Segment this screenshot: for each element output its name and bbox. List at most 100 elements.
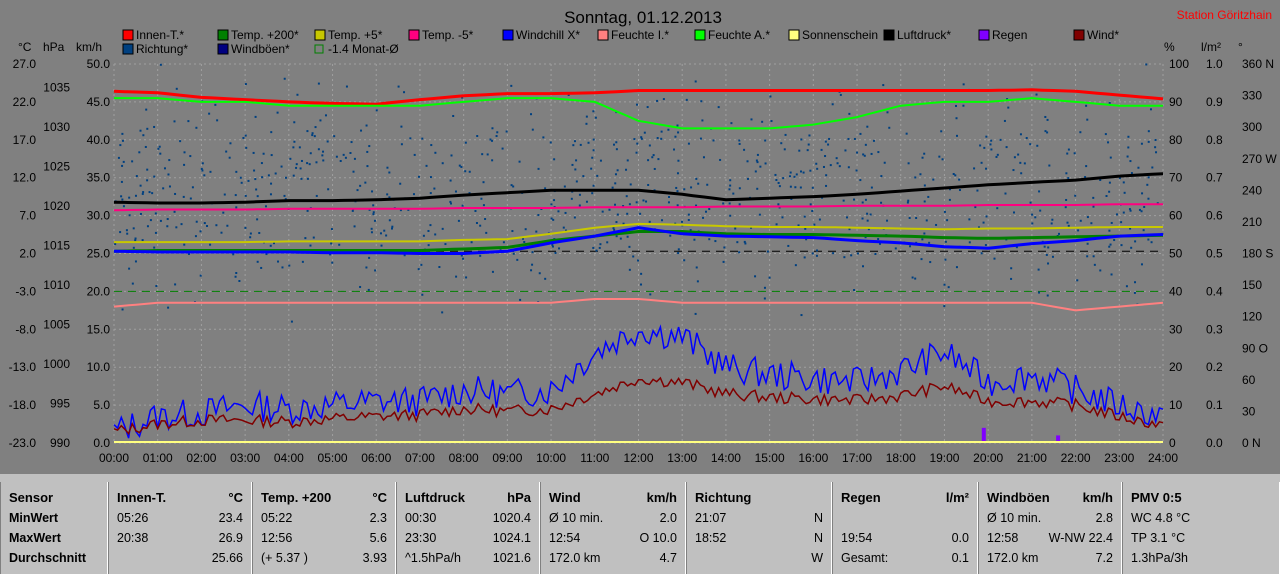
temp_c-tick-label: 27.0 xyxy=(13,57,37,71)
direction-point xyxy=(625,168,628,171)
direction-point xyxy=(496,131,499,134)
wind_kmh-tick-label: 45.0 xyxy=(87,95,111,109)
direction-point xyxy=(1047,262,1050,265)
direction-point xyxy=(616,213,619,216)
direction-point xyxy=(531,251,534,254)
direction-point xyxy=(818,218,821,221)
direction-point xyxy=(1118,177,1121,180)
direction-point xyxy=(1079,219,1082,222)
direction-point xyxy=(476,135,479,138)
direction-point xyxy=(954,174,957,177)
rain_lm2-tick-label: 0.2 xyxy=(1206,360,1223,374)
direction-point xyxy=(270,182,273,185)
direction-point xyxy=(491,270,494,273)
direction-point xyxy=(558,247,561,250)
direction-point xyxy=(614,173,617,176)
rain_lm2-tick-label: 0.0 xyxy=(1206,436,1223,450)
direction-point xyxy=(729,214,732,217)
direction-point xyxy=(615,148,618,151)
direction-point xyxy=(632,255,635,258)
direction-point xyxy=(915,217,918,220)
direction-point xyxy=(989,143,992,146)
direction-point xyxy=(1012,169,1015,172)
direction-point xyxy=(1127,146,1130,149)
direction-point xyxy=(353,157,356,160)
direction-point xyxy=(189,197,192,200)
stats-column: Innen-T. °C 05:26 23.4 20:38 26.9 25.66 xyxy=(108,482,252,574)
unit-direction: ° xyxy=(1238,40,1243,54)
direction-point xyxy=(214,103,217,106)
direction-point xyxy=(848,112,851,115)
direction-point xyxy=(591,192,594,195)
x-tick-label: 16:00 xyxy=(798,451,828,465)
direction-point xyxy=(955,134,958,137)
temp_c-tick-label: 22.0 xyxy=(13,95,37,109)
direction-point xyxy=(372,213,375,216)
stats-row: TP 3.1 °C xyxy=(1131,528,1271,548)
direction-point xyxy=(842,199,845,202)
direction-point xyxy=(245,146,248,149)
stats-row: Ø 10 min. 2.8 xyxy=(987,508,1113,528)
direction-point xyxy=(145,108,148,111)
direction-point xyxy=(955,117,958,120)
direction-point xyxy=(615,141,618,144)
direction-point xyxy=(667,201,670,204)
direction-point xyxy=(276,111,279,114)
direction-point xyxy=(1046,131,1049,134)
direction-point xyxy=(264,205,267,208)
direction-point xyxy=(914,176,917,179)
direction-point xyxy=(119,231,122,234)
x-tick-label: 17:00 xyxy=(842,451,872,465)
direction_deg-tick-label: 120 xyxy=(1242,310,1262,324)
direction-point xyxy=(660,137,663,140)
direction-point xyxy=(1047,246,1050,249)
direction-point xyxy=(985,135,988,138)
direction-point xyxy=(746,177,749,180)
stats-row: 172.0 km 4.7 xyxy=(549,548,677,568)
direction-point xyxy=(777,181,780,184)
direction-point xyxy=(438,266,441,269)
direction-point xyxy=(433,187,436,190)
direction-point xyxy=(805,238,808,241)
direction-point xyxy=(420,263,423,266)
direction-point xyxy=(351,209,354,212)
direction-point xyxy=(1086,242,1089,245)
direction-point xyxy=(265,253,268,256)
direction-point xyxy=(191,186,194,189)
direction-point xyxy=(848,228,851,231)
direction-point xyxy=(839,93,842,96)
direction-point xyxy=(338,243,341,246)
direction-point xyxy=(1038,291,1041,294)
direction-point xyxy=(1013,211,1016,214)
direction-point xyxy=(293,140,296,143)
direction-point xyxy=(552,218,555,221)
direction-point xyxy=(565,229,568,232)
direction-point xyxy=(449,179,452,182)
direction-point xyxy=(598,246,601,249)
direction-point xyxy=(324,114,327,117)
direction-point xyxy=(521,237,524,240)
stats-cell-value: 25.66 xyxy=(211,551,243,565)
direction-point xyxy=(350,141,353,144)
direction-point xyxy=(1046,294,1049,297)
temp_c-tick-label: -18.0 xyxy=(9,398,37,412)
direction-point xyxy=(729,179,732,182)
direction-point xyxy=(811,252,814,255)
stats-cell-left: 172.0 km xyxy=(549,551,601,565)
direction-point xyxy=(530,113,533,116)
series-line xyxy=(113,298,1164,312)
direction-point xyxy=(677,131,680,134)
direction-point xyxy=(622,205,625,208)
legend-label: -1.4 Monat-Ø xyxy=(328,42,399,56)
direction-point xyxy=(1130,246,1133,249)
direction-point xyxy=(531,128,534,131)
direction-point xyxy=(677,248,680,251)
direction-point xyxy=(179,140,182,143)
direction-point xyxy=(1122,211,1125,214)
direction-point xyxy=(882,84,885,87)
direction-point xyxy=(222,211,225,214)
x-tick-label: 04:00 xyxy=(274,451,304,465)
direction-point xyxy=(948,198,951,201)
direction-point xyxy=(1147,130,1150,133)
direction-point xyxy=(640,137,643,140)
